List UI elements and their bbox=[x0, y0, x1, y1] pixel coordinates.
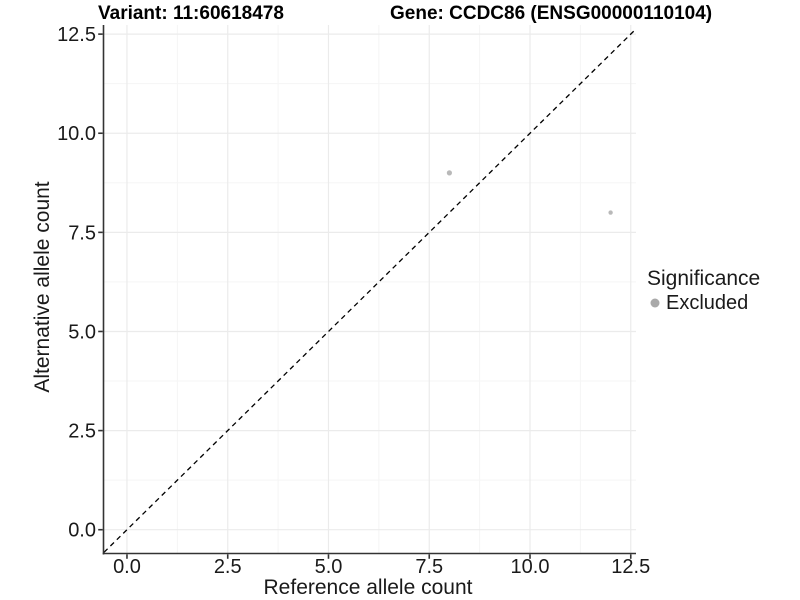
identity-reference-line bbox=[103, 28, 637, 553]
legend-title: Significance bbox=[647, 267, 761, 290]
legend-point-icon bbox=[650, 298, 660, 308]
x-tick-label: 2.5 bbox=[214, 556, 242, 578]
legend-item-label: Excluded bbox=[666, 292, 749, 314]
y-tick-label: 7.5 bbox=[68, 222, 96, 244]
data-point bbox=[446, 170, 452, 176]
x-tick-label: 5.0 bbox=[315, 556, 343, 578]
y-tick-label: 10.0 bbox=[57, 123, 96, 145]
x-axis-title: Reference allele count bbox=[263, 576, 473, 599]
x-tick-label: 12.5 bbox=[611, 556, 650, 578]
x-tick-label: 0.0 bbox=[113, 556, 141, 578]
legend-item-excluded: Excluded bbox=[647, 292, 760, 314]
y-axis-title: Alternative allele count bbox=[31, 181, 54, 393]
plot-title-variant: Variant: 11:60618478 bbox=[98, 3, 284, 24]
x-tick-label: 7.5 bbox=[415, 556, 443, 578]
data-point bbox=[608, 210, 613, 215]
y-tick-label: 0.0 bbox=[68, 520, 96, 542]
y-tick-label: 2.5 bbox=[68, 421, 96, 443]
y-tick-label: 5.0 bbox=[68, 321, 96, 343]
legend-key-dot bbox=[650, 298, 660, 308]
x-tick-label: 10.0 bbox=[511, 556, 550, 578]
legend: Significance Excluded bbox=[647, 267, 760, 314]
y-tick-label: 12.5 bbox=[57, 24, 96, 46]
plot-title-gene: Gene: CCDC86 (ENSG00000110104) bbox=[390, 3, 713, 24]
